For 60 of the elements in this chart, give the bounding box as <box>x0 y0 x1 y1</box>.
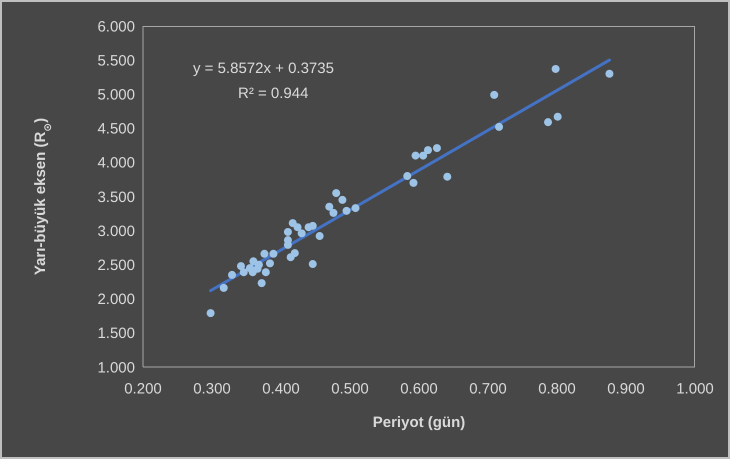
y-tick-label: 6.000 <box>97 18 135 36</box>
point <box>332 189 340 198</box>
y-tick-label: 4.000 <box>97 154 135 172</box>
y-tick-label: 5.000 <box>97 86 135 104</box>
point <box>260 250 268 258</box>
point <box>412 152 420 160</box>
point <box>254 260 263 269</box>
point <box>308 260 317 268</box>
point <box>338 196 346 204</box>
x-tick-label: 0.600 <box>400 380 438 398</box>
annotation: R² = 0.944 <box>238 85 308 102</box>
x-tick-label: 0.300 <box>193 380 231 398</box>
x-tick-label: 1.000 <box>676 380 714 398</box>
point <box>294 223 302 232</box>
point <box>403 172 412 180</box>
point <box>284 228 292 236</box>
point <box>325 202 334 211</box>
x-tick-label: 0.900 <box>607 380 645 398</box>
point <box>316 232 324 240</box>
point <box>290 249 299 258</box>
y-tick-label: 2.500 <box>97 257 135 274</box>
x-tick-label: 0.500 <box>331 380 369 398</box>
point <box>298 229 306 238</box>
point <box>544 118 552 126</box>
x-tick-label: 0.200 <box>124 380 162 398</box>
point <box>220 284 228 292</box>
point <box>352 204 360 212</box>
x-tick-label: 0.400 <box>262 380 300 398</box>
point <box>432 144 441 152</box>
y-tick-label: 3.500 <box>97 188 135 206</box>
x-tick-label: 0.700 <box>469 380 507 398</box>
y-tick-label: 2.000 <box>97 291 135 308</box>
point <box>490 90 498 99</box>
point <box>419 152 428 160</box>
y-tick-label: 5.500 <box>97 52 135 70</box>
point <box>605 70 614 78</box>
point <box>308 222 317 230</box>
point <box>262 268 270 276</box>
point <box>495 122 504 131</box>
point <box>329 208 338 217</box>
y-tick-label: 1.500 <box>97 325 135 342</box>
point <box>443 172 452 181</box>
y-tick-label: 3.000 <box>97 222 135 240</box>
point <box>206 309 215 318</box>
y-tick-label: 4.500 <box>97 120 135 138</box>
point <box>269 250 278 258</box>
point <box>258 279 266 288</box>
point <box>342 206 351 215</box>
point <box>240 268 248 276</box>
point <box>552 64 560 73</box>
point <box>236 262 245 270</box>
point <box>424 146 432 154</box>
x-axis-title: Periyot (gün) <box>372 414 466 431</box>
point <box>228 270 236 279</box>
point <box>266 259 274 268</box>
point <box>409 178 418 187</box>
y-tick-label: 1.000 <box>97 359 135 376</box>
annotation: y = 5.8572x + 0.3735 <box>193 60 334 77</box>
x-tick-label: 0.800 <box>538 380 576 398</box>
point <box>554 112 562 121</box>
